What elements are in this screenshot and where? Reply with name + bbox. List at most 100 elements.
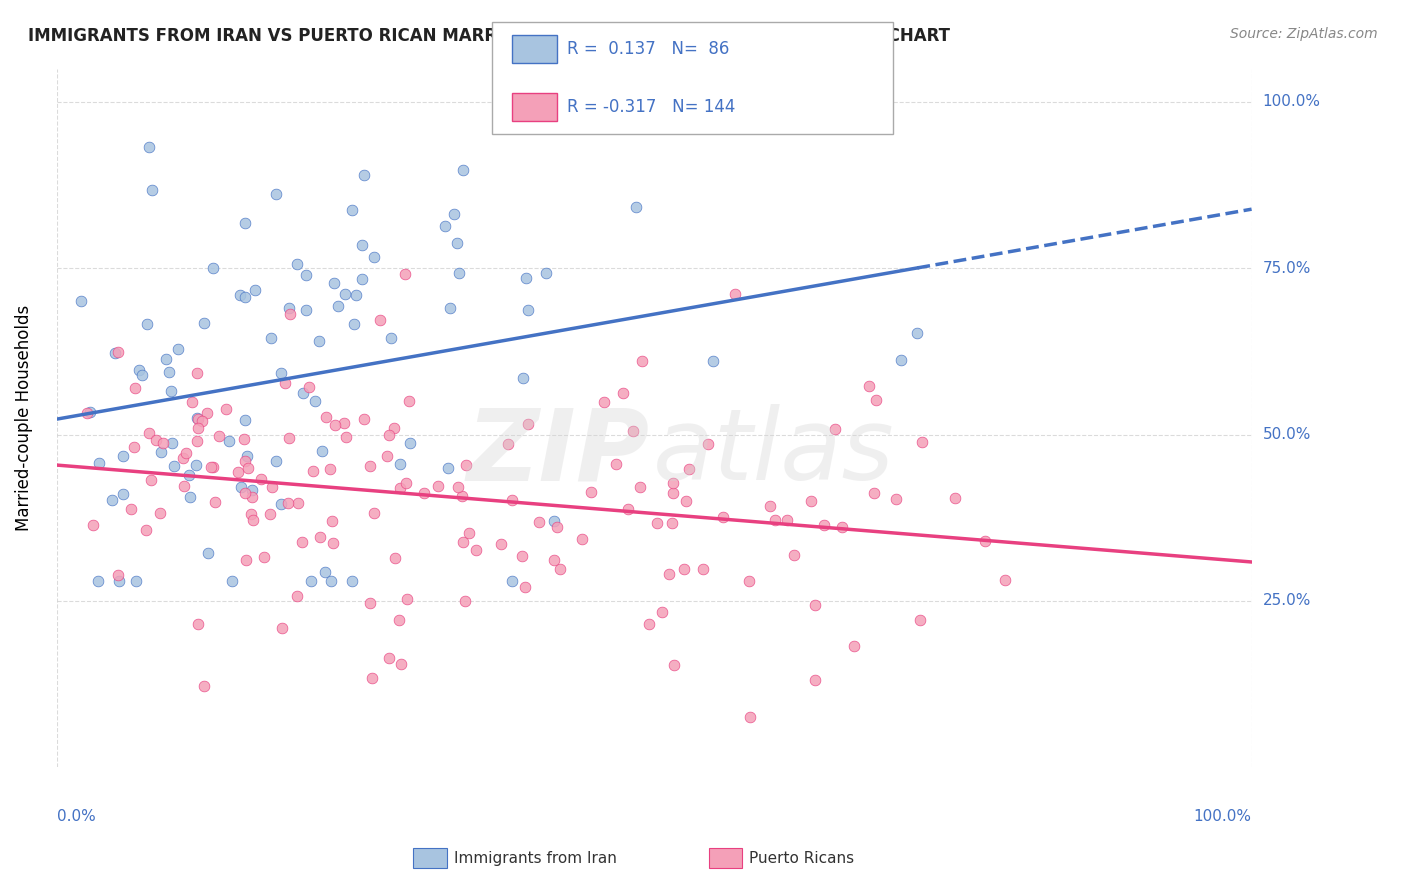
Point bbox=[831, 519, 853, 533]
Point bbox=[120, 501, 142, 516]
Point bbox=[661, 516, 683, 530]
Point bbox=[195, 406, 218, 420]
Point bbox=[235, 454, 257, 468]
Point bbox=[388, 613, 411, 627]
Point bbox=[240, 483, 263, 497]
Point bbox=[465, 543, 488, 558]
Point bbox=[377, 651, 399, 665]
Point bbox=[287, 257, 309, 271]
Point bbox=[662, 486, 685, 500]
Point bbox=[321, 574, 343, 588]
Text: R =  0.137   N=  86: R = 0.137 N= 86 bbox=[567, 40, 728, 58]
Point bbox=[360, 671, 382, 685]
Point bbox=[451, 489, 474, 503]
Point bbox=[167, 342, 190, 356]
Point bbox=[672, 562, 695, 576]
Point bbox=[662, 657, 685, 672]
Text: atlas: atlas bbox=[652, 404, 894, 501]
Point bbox=[193, 679, 215, 693]
Point bbox=[501, 493, 523, 508]
Text: 25.0%: 25.0% bbox=[1263, 593, 1310, 608]
Point bbox=[264, 187, 287, 202]
Point bbox=[804, 673, 827, 687]
Point bbox=[322, 535, 344, 549]
Text: Puerto Ricans: Puerto Ricans bbox=[749, 851, 855, 865]
Point bbox=[157, 365, 180, 379]
Point bbox=[711, 510, 734, 524]
Point bbox=[394, 267, 416, 281]
Point bbox=[536, 266, 558, 280]
Point bbox=[363, 506, 385, 520]
Point bbox=[527, 515, 550, 529]
Point bbox=[451, 535, 474, 549]
Y-axis label: Married-couple Households: Married-couple Households bbox=[15, 305, 32, 531]
Point bbox=[107, 568, 129, 582]
Point bbox=[647, 516, 669, 530]
Point bbox=[454, 593, 477, 607]
Point bbox=[658, 567, 681, 582]
Text: IMMIGRANTS FROM IRAN VS PUERTO RICAN MARRIED-COUPLE HOUSEHOLDS CORRELATION CHART: IMMIGRANTS FROM IRAN VS PUERTO RICAN MAR… bbox=[28, 27, 950, 45]
Point bbox=[291, 535, 314, 549]
Point bbox=[352, 272, 374, 286]
Point bbox=[87, 456, 110, 470]
Point bbox=[179, 490, 201, 504]
Point bbox=[696, 437, 718, 451]
Point bbox=[763, 513, 786, 527]
Point bbox=[315, 409, 337, 424]
Point bbox=[101, 492, 124, 507]
Point bbox=[368, 313, 391, 327]
Point bbox=[193, 317, 215, 331]
Point bbox=[384, 551, 406, 566]
Point bbox=[516, 302, 538, 317]
Point bbox=[651, 605, 673, 619]
Point bbox=[231, 480, 253, 494]
Point bbox=[759, 500, 782, 514]
Point bbox=[112, 450, 135, 464]
Point bbox=[277, 301, 299, 315]
Point bbox=[135, 523, 157, 537]
Point bbox=[323, 277, 346, 291]
Point bbox=[259, 508, 281, 522]
Point bbox=[498, 437, 520, 451]
Point bbox=[451, 163, 474, 178]
Point bbox=[187, 616, 209, 631]
Point bbox=[86, 574, 108, 588]
Point bbox=[454, 458, 477, 473]
Point bbox=[605, 457, 627, 471]
Point bbox=[323, 417, 346, 432]
Point bbox=[702, 354, 724, 368]
Point bbox=[180, 394, 202, 409]
Point bbox=[186, 434, 208, 448]
Point bbox=[131, 368, 153, 382]
Point bbox=[163, 458, 186, 473]
Point bbox=[125, 574, 148, 588]
Point bbox=[723, 287, 745, 301]
Point bbox=[865, 393, 887, 408]
Point bbox=[191, 414, 214, 428]
Point bbox=[233, 485, 256, 500]
Point bbox=[548, 562, 571, 576]
Point bbox=[353, 411, 375, 425]
Point bbox=[378, 428, 401, 442]
Point bbox=[842, 639, 865, 653]
Point bbox=[637, 616, 659, 631]
Point bbox=[662, 476, 685, 491]
Point bbox=[389, 458, 412, 472]
Point bbox=[413, 486, 436, 500]
Point bbox=[319, 461, 342, 475]
Point bbox=[141, 183, 163, 197]
Point bbox=[287, 496, 309, 510]
Point bbox=[138, 426, 160, 441]
Point bbox=[884, 491, 907, 506]
Point bbox=[311, 443, 333, 458]
Point bbox=[155, 352, 177, 367]
Point bbox=[277, 496, 299, 510]
Point bbox=[204, 495, 226, 509]
Point bbox=[308, 334, 330, 349]
Point bbox=[335, 430, 357, 444]
Point bbox=[278, 307, 301, 321]
Point bbox=[245, 284, 267, 298]
Point bbox=[292, 386, 315, 401]
Point bbox=[218, 434, 240, 448]
Point bbox=[242, 491, 264, 505]
